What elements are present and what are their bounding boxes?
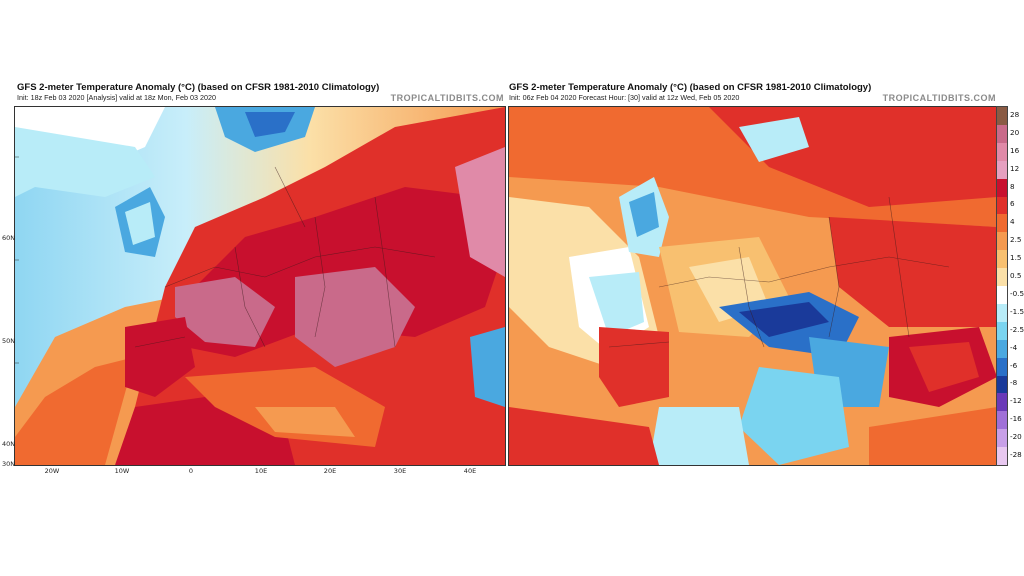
colorbar-label: -2.5 [1010,324,1024,334]
colorbar-label: -6 [1010,360,1018,370]
lon-label-10w: 10W [114,467,130,475]
right-map-subtitle-text: Init: 06z Feb 04 2020 Forecast Hour: [30… [509,93,740,102]
colorbar-label: -20 [1010,432,1022,442]
colorbar-label: 8 [1010,181,1015,191]
colorbar-label: -8 [1010,378,1018,388]
left-temperature-anomaly-map [14,106,506,466]
lon-label-0: 0 [188,467,194,475]
colorbar-label: -12 [1010,396,1022,406]
colorbar-segment [997,286,1007,304]
colorbar-label: 1.5 [1010,253,1022,263]
colorbar-segment [997,375,1007,394]
lon-label-40e: 40E [463,467,477,475]
temperature-anomaly-colorbar [996,106,1008,466]
colorbar-label: 0.5 [1010,271,1022,281]
colorbar-segment [997,321,1007,340]
right-brand-watermark: TROPICALTIDBITS.COM [882,93,996,103]
colorbar-label: -28 [1010,450,1022,460]
colorbar-segment [997,357,1007,376]
lon-label-10e: 10E [254,467,268,475]
colorbar-segment [997,393,1007,412]
colorbar-label: 12 [1010,163,1020,173]
colorbar-label: 20 [1010,127,1020,137]
lat-label-50n: 50N [2,337,16,345]
colorbar-segment [997,411,1007,430]
colorbar-label: 28 [1010,109,1020,119]
colorbar-label: -4 [1010,342,1018,352]
colorbar-segment [997,268,1007,287]
colorbar-label: 2.5 [1010,235,1022,245]
colorbar-label: -0.5 [1010,288,1024,298]
colorbar-segment [997,178,1007,197]
colorbar-label: 6 [1010,199,1015,209]
colorbar-segment [997,339,1007,358]
colorbar-segment [997,160,1007,179]
left-brand-watermark: TROPICALTIDBITS.COM [390,93,504,103]
lon-label-20e: 20E [323,467,337,475]
left-map-subtitle-text: Init: 18z Feb 03 2020 [Analysis] valid a… [17,93,216,102]
colorbar-segment [997,124,1007,143]
colorbar-label: 4 [1010,217,1015,227]
lat-label-30n: 30N [2,460,16,468]
right-map-subtitle: Init: 06z Feb 04 2020 Forecast Hour: [30… [506,93,1020,103]
colorbar-segment [997,214,1007,233]
colorbar-segment [997,303,1007,322]
colorbar-segment [997,250,1007,269]
left-map-panel: GFS 2-meter Temperature Anomaly (°C) (ba… [2,82,506,475]
colorbar-segment [997,196,1007,215]
lon-label-30e: 30E [393,467,407,475]
colorbar-segment [997,142,1007,161]
colorbar-label: -16 [1010,414,1022,424]
lat-label-60n: 60N [2,234,16,242]
right-map-title: GFS 2-meter Temperature Anomaly (°C) (ba… [509,82,872,93]
right-temperature-anomaly-map [508,106,998,466]
left-map-graphic [15,107,505,465]
lon-label-20w: 20W [44,467,60,475]
colorbar-segment [997,107,1007,125]
colorbar-segment [997,429,1007,448]
lat-label-40n: 40N [2,440,16,448]
right-map-panel: GFS 2-meter Temperature Anomaly (°C) (ba… [506,82,1020,466]
colorbar-segment [997,447,1007,466]
right-map-graphic [509,107,997,465]
colorbar-segment [997,232,1007,251]
colorbar-label: 16 [1010,145,1020,155]
left-map-title: GFS 2-meter Temperature Anomaly (°C) (ba… [17,82,380,93]
left-map-subtitle: Init: 18z Feb 03 2020 [Analysis] valid a… [14,93,506,103]
colorbar-label: -1.5 [1010,306,1024,316]
